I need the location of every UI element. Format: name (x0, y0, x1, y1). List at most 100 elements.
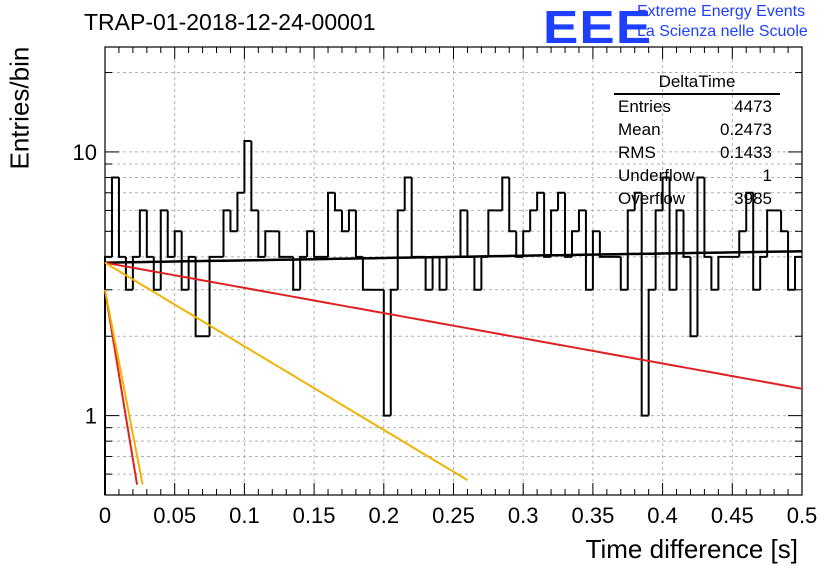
stats-value: 3985 (734, 189, 772, 208)
y-tick-label: 1 (85, 404, 97, 429)
histogram-bin (166, 210, 175, 258)
histogram-bin (382, 289, 391, 417)
histogram-bin (689, 256, 698, 338)
histogram-bin (194, 256, 203, 338)
histogram-bin (598, 231, 607, 258)
histogram-bin (264, 230, 273, 257)
histogram-bin (389, 288, 398, 416)
histogram-bin (626, 209, 635, 290)
histogram-bin (431, 255, 440, 290)
histogram-bin (619, 256, 628, 291)
x-tick-label: 0.15 (293, 503, 336, 528)
histogram-bin (668, 177, 677, 291)
histogram-bin (717, 255, 726, 290)
histogram-bin (410, 177, 419, 258)
histogram-bin (577, 209, 586, 232)
histogram-bin (570, 230, 579, 257)
histogram-bin (466, 210, 475, 258)
y-axis-label: Entries/bin (4, 46, 35, 170)
histogram-bin (508, 177, 517, 233)
stats-label: RMS (618, 143, 656, 162)
x-tick-label: 0.35 (571, 503, 614, 528)
histogram-bin (661, 176, 670, 211)
histogram-bin (584, 210, 593, 291)
fit-curve (104, 261, 468, 481)
x-tick-label: 0.4 (647, 503, 678, 528)
x-tick-label: 0.2 (369, 503, 400, 528)
stats-label: Underflow (618, 166, 695, 185)
histogram-bin (145, 210, 154, 258)
stats-value: 4473 (734, 97, 772, 116)
stats-label: Overflow (618, 189, 686, 208)
histogram-bin (480, 255, 489, 290)
histogram-bin (487, 209, 496, 257)
histogram-bin (522, 230, 531, 257)
histogram-bin (340, 210, 349, 233)
stats-box: DeltaTime Entries 4473 Mean 0.2473 RMS 0.14… (612, 72, 780, 210)
histogram-bin (591, 230, 600, 290)
fit-curve (104, 289, 144, 485)
chart-title: TRAP-01-2018-12-24-00001 (84, 9, 376, 35)
histogram-bin (138, 209, 147, 257)
x-tick-label: 0.5 (787, 503, 818, 528)
histogram-bin (173, 230, 182, 257)
histogram-bin (787, 231, 796, 291)
histogram-bin (745, 191, 754, 232)
histogram-bin (564, 192, 572, 258)
histogram-bin (152, 256, 161, 291)
histogram-bin (515, 231, 524, 258)
stats-row-mean: Mean 0.2473 (612, 118, 780, 141)
histogram-bin (180, 231, 189, 291)
stats-label: Mean (618, 120, 661, 139)
stats-value: 0.1433 (720, 143, 772, 162)
histogram-bin (236, 191, 245, 232)
histogram-bin (654, 209, 663, 290)
stats-row-entries: Entries 4473 (612, 95, 780, 118)
histogram-bin (229, 210, 238, 233)
x-tick-label: 0 (99, 503, 111, 528)
x-tick-label: 0.45 (711, 503, 754, 528)
histogram-bin (278, 231, 287, 258)
eee-logo: EEE (543, 1, 653, 53)
x-axis-label: Time difference [s] (585, 534, 798, 564)
histogram-bin (550, 209, 559, 257)
histogram-bin (110, 176, 119, 257)
logo-line-1: Extreme Energy Events (637, 3, 806, 20)
histogram-bin (766, 209, 775, 257)
histogram-bin (104, 255, 112, 495)
stats-label: Entries (618, 97, 671, 116)
x-tick-label: 0.3 (508, 503, 539, 528)
histogram-bin (243, 140, 252, 193)
stats-value: 0.2473 (720, 120, 772, 139)
histogram-bin (529, 209, 538, 232)
histogram-bin (313, 231, 322, 258)
stats-row-overflow: Overflow 3985 (612, 187, 780, 210)
histogram-bin (640, 192, 649, 417)
x-tick-label: 0.05 (153, 503, 196, 528)
x-tick-label: 0.1 (229, 503, 260, 528)
histogram-bin (292, 256, 301, 291)
histogram-bin (703, 177, 712, 258)
histogram-bin (438, 256, 447, 291)
histogram-bin (543, 192, 552, 258)
histogram-bin (682, 210, 691, 258)
histogram-bin (710, 256, 719, 291)
histogram-bin (159, 209, 168, 290)
histogram-bin (536, 191, 545, 211)
histogram-bin (334, 192, 342, 212)
histogram-bin (424, 256, 433, 291)
histogram-bin (124, 256, 133, 291)
histogram-bin (327, 191, 336, 257)
histogram-bin (117, 177, 126, 258)
histogram-bin (780, 210, 789, 233)
histogram-bin (501, 176, 510, 211)
histogram-bin (222, 209, 231, 257)
histogram-bin (445, 255, 454, 290)
histogram-bin (299, 255, 308, 290)
y-tick-label: 10 (73, 140, 97, 165)
histogram-bin (696, 176, 705, 337)
fit-curve (104, 250, 803, 264)
histogram-bin (403, 176, 412, 211)
stats-row-rms: RMS 0.1433 (612, 141, 780, 164)
